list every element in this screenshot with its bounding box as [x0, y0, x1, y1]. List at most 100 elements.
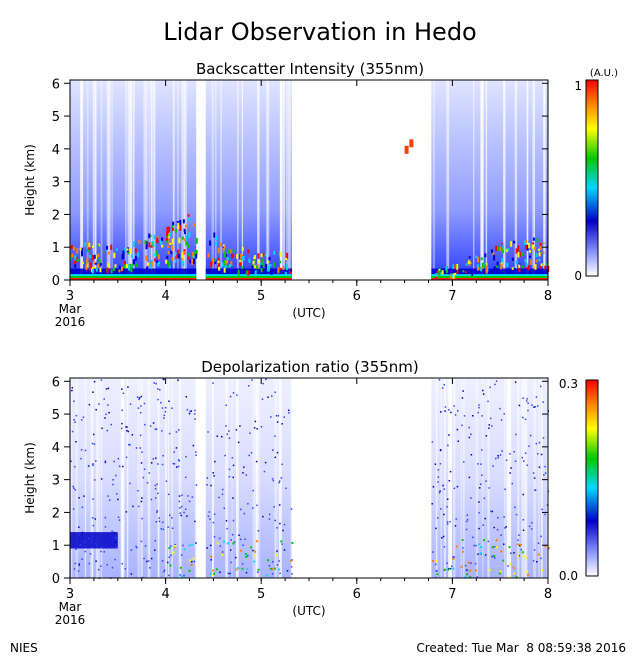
signal-streak [133, 80, 135, 280]
dust-pixel [495, 546, 498, 549]
aerosol-pixel [122, 253, 125, 259]
aerosol-pixel [217, 258, 220, 261]
depol-pixel [481, 474, 483, 476]
depol-pixel [230, 561, 232, 564]
signal-streak [538, 378, 540, 578]
depol-pixel [454, 414, 457, 416]
aerosol-pixel [270, 269, 273, 276]
depol-pixel [438, 491, 441, 494]
depol-pixel [251, 379, 253, 381]
depol-pixel [274, 391, 276, 393]
signal-streak [487, 378, 490, 578]
aerosol-pixel [95, 255, 98, 260]
depol-pixel [499, 454, 502, 456]
aerosol-pixel [251, 265, 254, 269]
aerosol-pixel [254, 270, 257, 277]
aerosol-pixel [279, 260, 282, 264]
depol-pixel [187, 495, 189, 497]
depol-pixel [121, 562, 124, 565]
aerosol-pixel [171, 257, 174, 261]
aerosol-pixel [500, 247, 503, 254]
depol-pixel [255, 460, 258, 463]
depol-pixel [509, 472, 511, 474]
depol-pixel [121, 422, 123, 425]
aerosol-pixel [92, 245, 95, 248]
depol-pixel [78, 564, 81, 567]
depol-pixel [106, 564, 108, 566]
aerosol-pixel [507, 248, 510, 251]
aerosol-pixel [528, 242, 531, 249]
depol-pixel [74, 562, 77, 565]
aerosol-pixel [128, 264, 131, 271]
aerosol-pixel [478, 266, 481, 271]
depol-pixel [182, 544, 184, 547]
depol-pixel [209, 544, 212, 547]
depol-pixel [210, 484, 212, 487]
aerosol-pixel [154, 258, 157, 262]
depol-pixel [540, 557, 542, 560]
dust-pixel [183, 548, 186, 551]
aerosol-pixel [260, 253, 263, 258]
depol-pixel [181, 554, 183, 556]
y-tick-label: 0 [52, 572, 60, 587]
depol-pixel [260, 425, 263, 428]
x-start-month: Mar [59, 600, 82, 614]
signal-streak [526, 80, 529, 280]
depol-pixel [272, 449, 274, 451]
dust-pixel [431, 560, 434, 563]
aerosol-pixel [227, 265, 230, 268]
aerosol-pixel [174, 259, 177, 263]
depol-pixel [524, 452, 527, 454]
aerosol-pixel [438, 270, 441, 277]
depol-pixel [179, 512, 182, 514]
dust-pixel [257, 568, 260, 571]
aerosol-pixel [215, 236, 218, 241]
aerosol-pixel [170, 249, 173, 254]
aerosol-pixel [211, 258, 214, 264]
depol-pixel [161, 560, 164, 562]
depol-pixel [178, 500, 181, 503]
aerosol-pixel [237, 269, 240, 276]
aerosol-pixel [456, 263, 459, 270]
depol-pixel [168, 574, 170, 577]
aerosol-pixel [97, 253, 100, 257]
depol-pixel [104, 460, 107, 462]
signal-streak [147, 378, 151, 578]
colorbar-min: 0 [574, 269, 582, 283]
depol-pixel [155, 521, 158, 523]
aerosol-pixel [192, 252, 195, 258]
depol-pixel [195, 542, 197, 544]
depol-pixel [510, 552, 512, 554]
depol-pixel [481, 449, 483, 451]
depol-pixel [466, 519, 469, 521]
no-data-gap [196, 378, 206, 578]
depol-pixel [480, 463, 482, 465]
depol-pixel [149, 425, 152, 427]
depol-pixel [456, 485, 459, 488]
aerosol-pixel [145, 241, 148, 248]
aerosol-pixel [110, 269, 113, 274]
depol-pixel [143, 557, 145, 560]
depol-pixel [92, 433, 95, 436]
aerosol-pixel [223, 267, 226, 273]
aerosol-pixel [168, 261, 171, 267]
aerosol-pixel [223, 260, 226, 266]
aerosol-pixel [226, 256, 229, 261]
aerosol-pixel [462, 270, 465, 273]
aerosol-pixel [538, 252, 541, 257]
aerosol-pixel [529, 255, 532, 258]
depol-pixel [162, 378, 165, 380]
y-axis-label: Height (km) [23, 144, 37, 215]
depol-pixel [212, 382, 214, 384]
depol-pixel [542, 437, 545, 439]
depol-pixel [233, 541, 236, 543]
depol-pixel [175, 466, 178, 468]
aerosol-pixel [72, 246, 75, 251]
depol-pixel [279, 572, 281, 575]
depol-pixel [442, 484, 444, 487]
depol-pixel [468, 476, 471, 479]
x-tick-label: 8 [544, 587, 552, 602]
depol-pixel [477, 463, 479, 465]
signal-streak [91, 378, 94, 578]
depol-pixel [103, 551, 106, 553]
